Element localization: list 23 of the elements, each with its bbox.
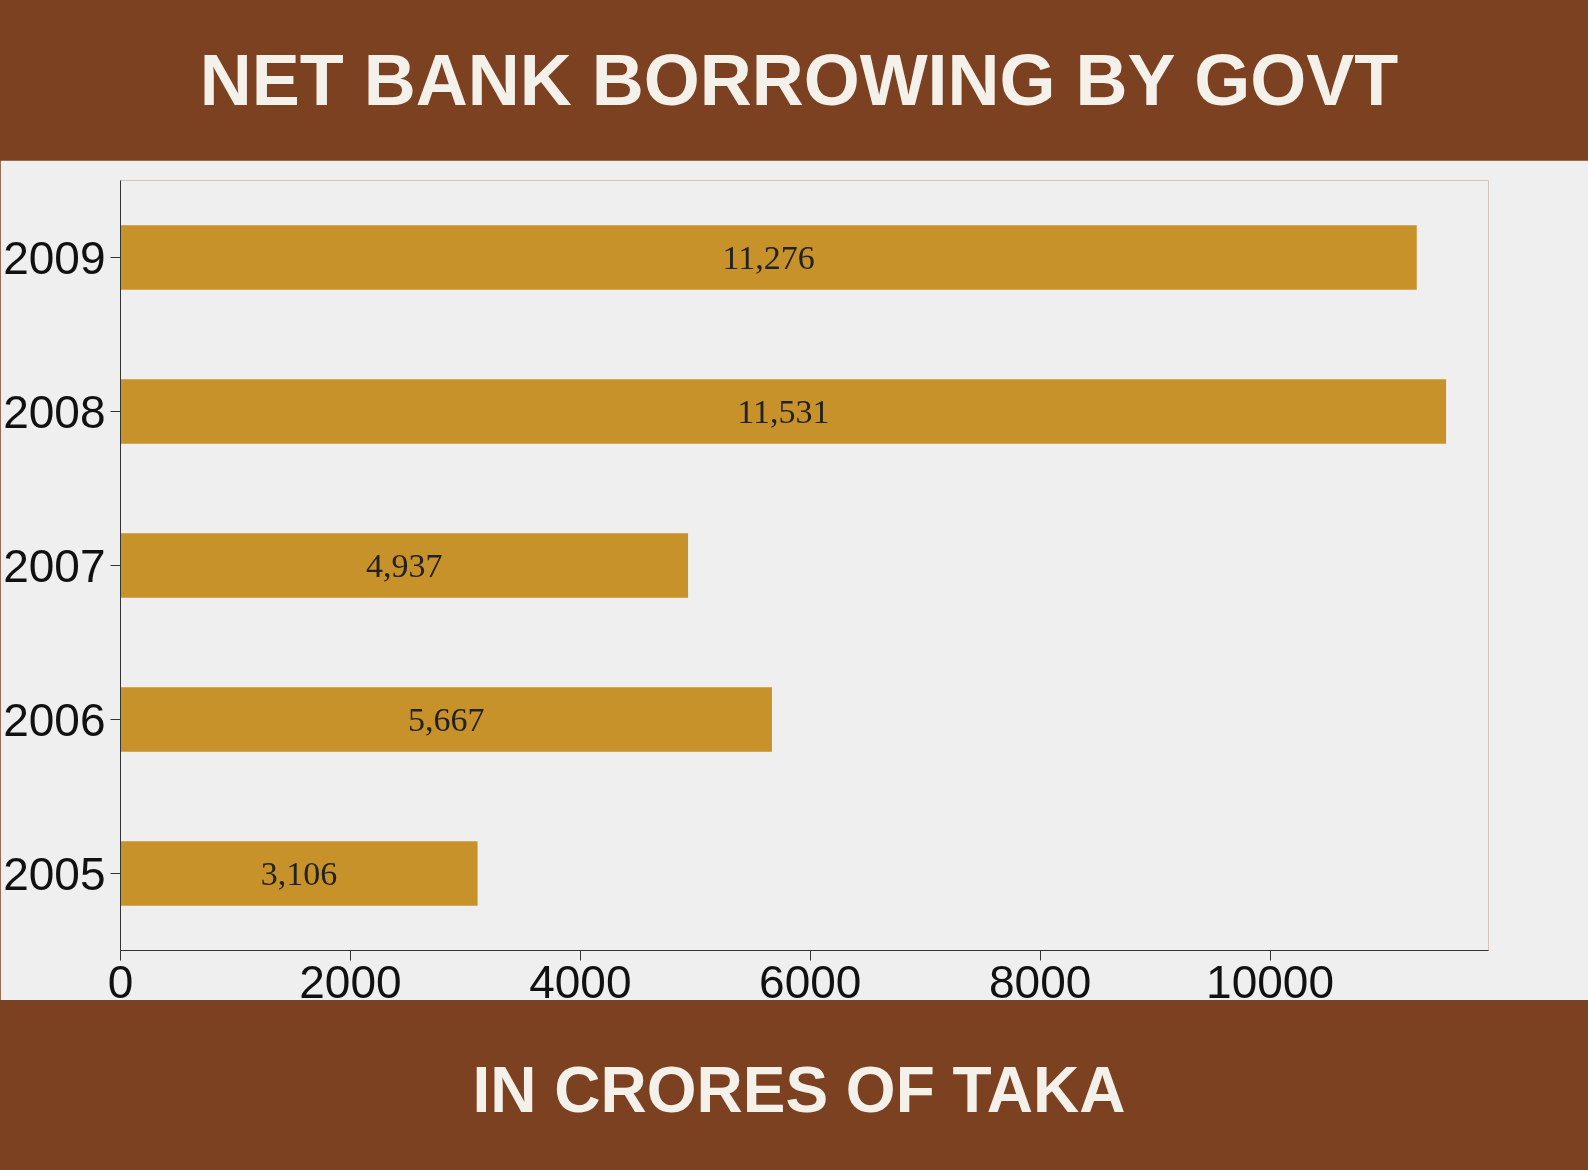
y-tick-label: 2005	[3, 847, 106, 900]
bar	[120, 379, 1447, 444]
bar	[120, 533, 689, 598]
data-label: 5,667	[407, 700, 485, 738]
x-tick-label: 8000	[989, 955, 1092, 1008]
data-label: 4,937	[366, 546, 443, 584]
data-label: 3,106	[260, 854, 338, 892]
bar	[120, 687, 772, 752]
bar	[120, 225, 1417, 290]
x-tick-label: 0	[107, 955, 134, 1008]
x-axis-title: IN CRORES OF TAKA	[472, 1054, 1126, 1126]
y-tick-label: 2007	[3, 539, 106, 592]
y-tick-label: 2009	[3, 231, 106, 284]
y-tick-label: 2008	[3, 385, 106, 438]
x-tick-label: 6000	[759, 955, 862, 1008]
chart-title: NET BANK BORROWING BY GOVT	[199, 39, 1399, 122]
x-tick-label: 4000	[529, 955, 632, 1008]
y-tick-label: 2006	[3, 693, 106, 746]
data-label: 11,531	[737, 392, 830, 430]
x-tick-label: 10000	[1206, 955, 1335, 1008]
bar	[120, 841, 478, 906]
data-label: 11,276	[722, 238, 815, 276]
x-tick-label: 2000	[299, 955, 402, 1008]
